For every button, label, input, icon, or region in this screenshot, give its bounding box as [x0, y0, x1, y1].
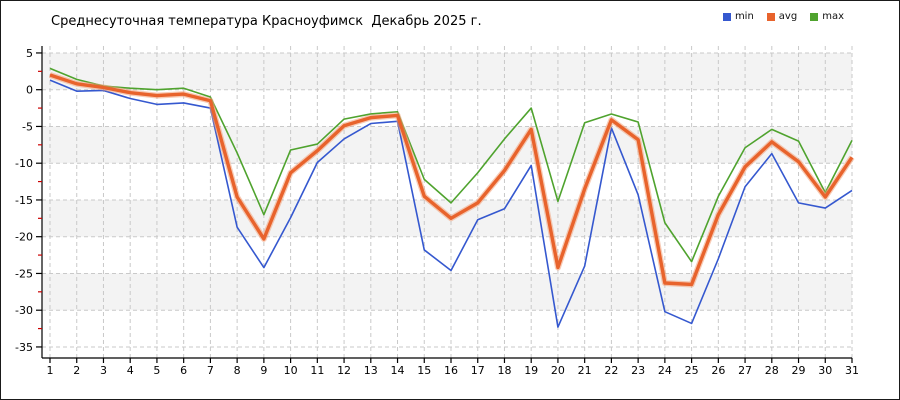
- x-tick-label: 11: [310, 364, 324, 377]
- x-tick-label: 25: [685, 364, 699, 377]
- plot-band: [42, 52, 852, 90]
- x-tick-label: 26: [711, 364, 725, 377]
- avg-series-swatch: [766, 12, 775, 21]
- x-tick-label: 7: [207, 364, 214, 377]
- max-series-swatch: [810, 12, 819, 21]
- x-tick-label: 30: [818, 364, 832, 377]
- min-series-line: [49, 79, 853, 328]
- x-tick-label: 22: [604, 364, 618, 377]
- plot-band: [42, 126, 852, 164]
- legend: min avg max: [722, 11, 844, 22]
- x-tick-label: 21: [578, 364, 592, 377]
- x-tick-label: 8: [234, 364, 241, 377]
- y-tick-label: -35: [15, 341, 33, 354]
- y-tick-label: -10: [15, 157, 33, 170]
- x-tick-label: 1: [47, 364, 54, 377]
- x-tick-label: 27: [738, 364, 752, 377]
- x-tick-label: 14: [391, 364, 405, 377]
- x-tick-label: 24: [658, 364, 672, 377]
- x-tick-label: 2: [73, 364, 80, 377]
- x-tick-label: 13: [364, 364, 378, 377]
- avg-series-line: [49, 73, 854, 287]
- x-tick-label: 17: [471, 364, 485, 377]
- min-series-swatch: [722, 12, 731, 21]
- x-tick-label: 4: [127, 364, 134, 377]
- legend-label-max: max: [822, 11, 844, 22]
- x-tick-label: 12: [337, 364, 351, 377]
- x-tick-label: 23: [631, 364, 645, 377]
- y-tick-label: -30: [15, 304, 33, 317]
- x-tick-label: 15: [417, 364, 431, 377]
- x-tick-label: 6: [180, 364, 187, 377]
- x-tick-label: 18: [497, 364, 511, 377]
- x-tick-label: 9: [260, 364, 267, 377]
- legend-item-min: min: [722, 11, 754, 22]
- legend-item-max: max: [810, 11, 844, 22]
- chart-title: Среднесуточная температура Красноуфимск …: [51, 14, 482, 29]
- legend-label-min: min: [734, 11, 754, 22]
- x-tick-label: 20: [551, 364, 565, 377]
- y-tick-label: 5: [26, 47, 33, 60]
- max-series-line: [49, 67, 853, 263]
- x-tick-label: 16: [444, 364, 458, 377]
- legend-item-avg: avg: [766, 11, 798, 22]
- plot-band: [42, 273, 852, 311]
- y-tick-label: -5: [22, 120, 33, 133]
- x-tick-label: 10: [284, 364, 298, 377]
- y-tick-label: 0: [26, 84, 33, 97]
- x-tick-label: 5: [153, 364, 160, 377]
- y-tick-label: -15: [15, 194, 33, 207]
- x-tick-label: 19: [524, 364, 538, 377]
- x-tick-label: 28: [765, 364, 779, 377]
- y-tick-label: -20: [15, 231, 33, 244]
- legend-label-avg: avg: [778, 11, 798, 22]
- x-tick-label: 31: [845, 364, 859, 377]
- x-tick-label: 29: [792, 364, 806, 377]
- y-tick-label: -25: [15, 267, 33, 280]
- x-tick-label: 3: [100, 364, 107, 377]
